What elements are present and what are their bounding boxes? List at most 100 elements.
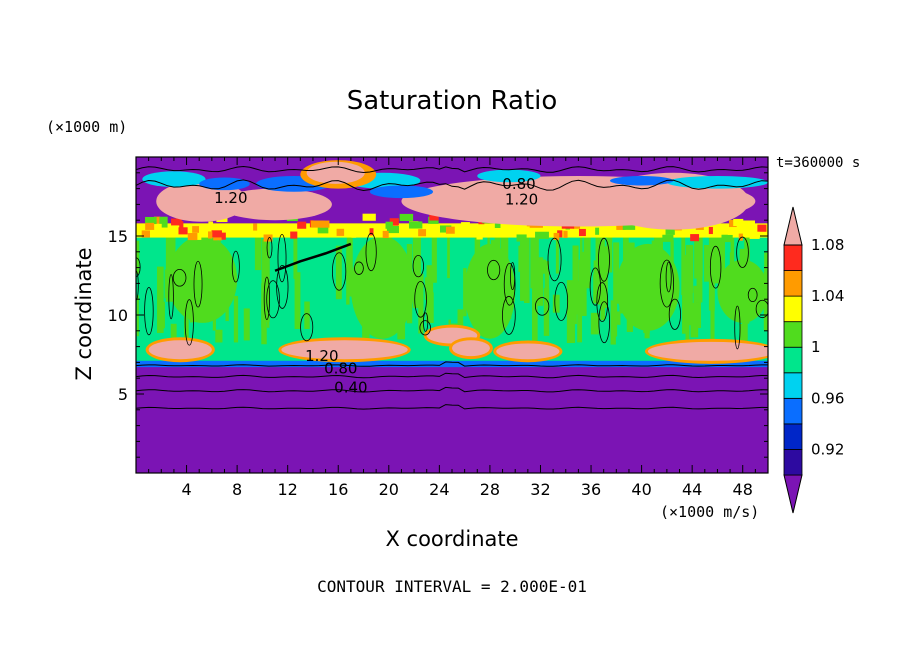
supersaturation-filament xyxy=(243,308,250,341)
supersaturation-filament xyxy=(535,226,539,278)
colorbar-label: 0.92 xyxy=(811,440,844,458)
upper-transition-speck xyxy=(440,225,452,233)
upper-transition-speck xyxy=(389,218,399,226)
contour-loop xyxy=(300,313,314,342)
upper-transition-speck xyxy=(385,221,393,229)
supersaturation-filament xyxy=(544,261,550,313)
supersaturation-filament xyxy=(744,226,750,284)
upper-transition-speck xyxy=(145,216,157,225)
lower-cloud-blob xyxy=(647,341,768,361)
supersaturation-filament xyxy=(739,324,743,343)
contour-loop xyxy=(168,274,174,320)
chart-title: Saturation Ratio xyxy=(346,86,558,116)
contour-loop xyxy=(266,237,273,259)
upper-transition-speck xyxy=(297,221,307,229)
upper-transition-speck xyxy=(169,225,180,233)
supersaturation-filament xyxy=(447,226,450,279)
supersaturation-filament xyxy=(719,233,725,293)
contour-loop xyxy=(659,259,674,308)
supersaturation-filament xyxy=(170,323,177,344)
supersaturation-filament xyxy=(532,274,538,346)
x-tick-label: 36 xyxy=(581,480,601,499)
supersaturation-filament xyxy=(426,265,434,317)
supersaturation-filament xyxy=(696,264,703,303)
x-axis-ticks: 4 8 12 16 20 24 28 32 36 40 44 48 xyxy=(148,157,756,499)
upper-transition-speck xyxy=(418,229,427,237)
supersaturation-filament xyxy=(610,300,618,337)
x-axis-unit: (×1000 m/s) xyxy=(660,503,760,521)
upper-transition-speck xyxy=(369,228,374,236)
upper-transition-speck xyxy=(733,218,744,227)
contour-loop xyxy=(263,276,270,321)
upper-transition-speck xyxy=(445,226,455,234)
upper-transition-speck xyxy=(563,230,568,238)
lower-cloud-blob xyxy=(496,343,560,360)
x-tick-label: 8 xyxy=(232,480,242,499)
contour-loop xyxy=(503,262,516,306)
upper-transition-speck xyxy=(217,224,222,232)
upper-transition-speck xyxy=(208,221,214,229)
y-tick-label: 15 xyxy=(108,227,128,246)
supersaturation-filament xyxy=(156,266,164,333)
upper-transition-speck xyxy=(236,227,245,235)
upper-transition-speck xyxy=(399,213,414,222)
contour-loop xyxy=(276,264,289,309)
upper-transition-speck xyxy=(192,226,200,234)
upper-transition-speck xyxy=(408,221,423,229)
supersaturation-filament xyxy=(254,226,262,271)
supersaturation-patch xyxy=(350,236,415,339)
lower-cloud-blob xyxy=(281,340,408,360)
upper-transition-speck xyxy=(595,227,600,235)
supersaturation-filament xyxy=(294,272,301,329)
supersaturation-filament xyxy=(552,294,560,313)
upper-transition-speck xyxy=(319,220,330,228)
contour-loop xyxy=(534,297,550,316)
x-tick-label: 24 xyxy=(429,480,449,499)
colorbar-label: 1.08 xyxy=(811,236,844,254)
x-tick-label: 20 xyxy=(379,480,399,499)
contour-label: 0.80 xyxy=(502,175,535,193)
supersaturation-filament xyxy=(693,285,699,316)
supersaturation-filament xyxy=(690,302,699,338)
upper-transition-speck xyxy=(494,220,501,228)
upper-transition-speck xyxy=(728,219,737,228)
upper-transition-speck xyxy=(290,231,298,239)
supersaturation-filament xyxy=(530,226,536,289)
colorbar-label: 1 xyxy=(811,338,821,356)
supersaturation-filament xyxy=(186,319,189,339)
colorbar-swatch xyxy=(783,270,803,297)
contour-lines xyxy=(136,165,768,410)
supersaturation-filament xyxy=(682,260,689,334)
contour-loop xyxy=(193,260,203,308)
cloud-top-shred xyxy=(369,185,434,199)
supersaturation-filament xyxy=(335,245,342,300)
upper-transition-speck xyxy=(616,222,626,230)
upper-transition-speck xyxy=(665,227,675,235)
colorbar: 0.92 0.96 1 1.04 1.08 xyxy=(783,206,844,514)
contour-loop xyxy=(277,233,287,283)
x-tick-label: 4 xyxy=(181,480,191,499)
heatmap-field xyxy=(136,157,768,473)
contour-cluster xyxy=(274,242,352,272)
colorbar-swatch xyxy=(783,397,803,425)
upper-transition-speck xyxy=(351,230,357,238)
upper-transition-speck xyxy=(616,228,628,236)
contour-loop xyxy=(144,287,154,336)
contour-loop xyxy=(598,301,610,344)
supersaturation-filament xyxy=(681,226,686,296)
upper-transition-speck xyxy=(461,222,470,230)
contour-loop xyxy=(354,261,364,275)
supersaturation-filament xyxy=(266,258,270,328)
supersaturation-filament xyxy=(293,226,298,279)
upper-transition-speck xyxy=(757,224,767,232)
supersaturation-filament xyxy=(304,301,310,330)
supersaturation-filament xyxy=(714,226,722,284)
supersaturation-filament xyxy=(162,301,165,329)
x-tick-label: 40 xyxy=(631,480,651,499)
contour-loop xyxy=(172,268,187,287)
upper-cloud-blob xyxy=(218,188,332,221)
contour-line xyxy=(136,165,768,174)
supersaturation-filament xyxy=(613,242,620,304)
upper-transition-speck xyxy=(187,233,198,241)
colorbar-swatch xyxy=(783,321,803,348)
